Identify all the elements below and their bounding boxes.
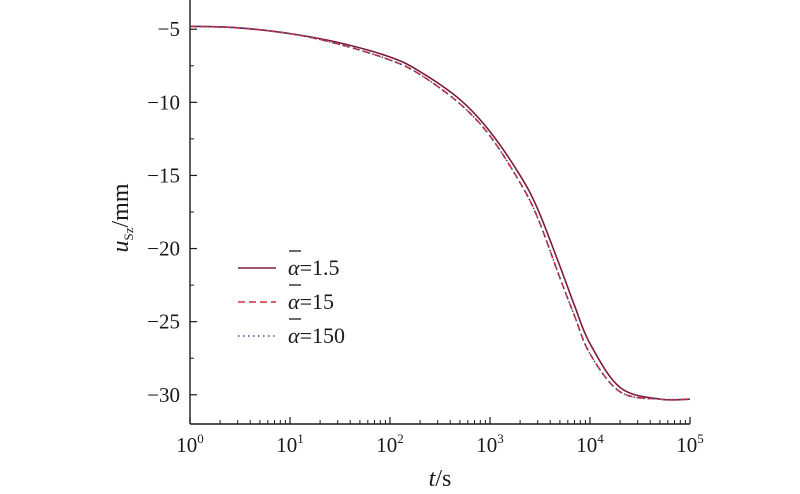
- series-line-2: [189, 25, 691, 401]
- y-axis-label: uSz/mm: [108, 183, 136, 252]
- legend-label-3: α=150: [288, 323, 345, 348]
- y-tick-label: −10: [147, 90, 180, 114]
- x-tick-label: 104: [576, 431, 604, 457]
- x-tick-label: 101: [276, 431, 304, 457]
- legend-label-2: α=15: [288, 289, 334, 314]
- plot-frame: [189, 0, 690, 425]
- x-axis-label-var: t: [429, 466, 437, 492]
- series-line-3: [189, 25, 691, 401]
- y-tick-label: −25: [147, 310, 180, 334]
- x-axis-label-unit: /s: [435, 466, 451, 492]
- y-tick-label: −30: [147, 383, 180, 407]
- y-tick-label: −15: [147, 163, 180, 187]
- y-tick-label: −5: [158, 17, 180, 41]
- x-axis-label: t/s: [429, 466, 452, 492]
- series-layer: [189, 25, 691, 401]
- y-axis-label-sub: Sz: [121, 227, 136, 240]
- x-axis-ticks: 100 101 102 103 104 105: [176, 417, 704, 457]
- y-axis-label-unit: /mm: [108, 183, 134, 227]
- x-tick-label: 105: [676, 431, 704, 457]
- x-tick-label: 102: [376, 431, 404, 457]
- series-line-1: [189, 25, 691, 401]
- legend-label-1: α=1.5: [288, 255, 339, 280]
- y-axis-ticks: −5 −10 −15 −20 −25 −30: [147, 17, 197, 407]
- y-tick-label: −20: [147, 237, 180, 261]
- legend: α=1.5 α=15 α=150: [238, 250, 345, 348]
- y-axis-label-var: u: [108, 241, 134, 253]
- x-tick-label: 103: [476, 431, 504, 457]
- x-tick-label: 100: [176, 431, 204, 457]
